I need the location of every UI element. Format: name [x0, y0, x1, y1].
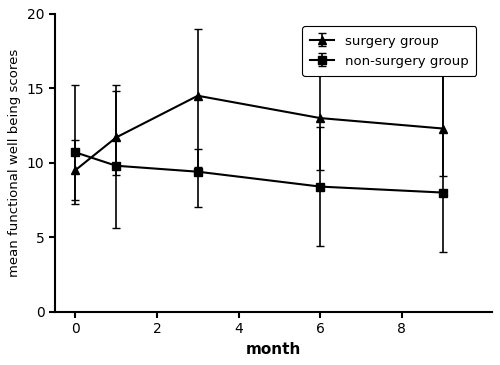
X-axis label: month: month	[246, 342, 301, 357]
Y-axis label: mean functional well being scores: mean functional well being scores	[8, 49, 22, 277]
Legend: surgery group, non-surgery group: surgery group, non-surgery group	[302, 26, 476, 76]
